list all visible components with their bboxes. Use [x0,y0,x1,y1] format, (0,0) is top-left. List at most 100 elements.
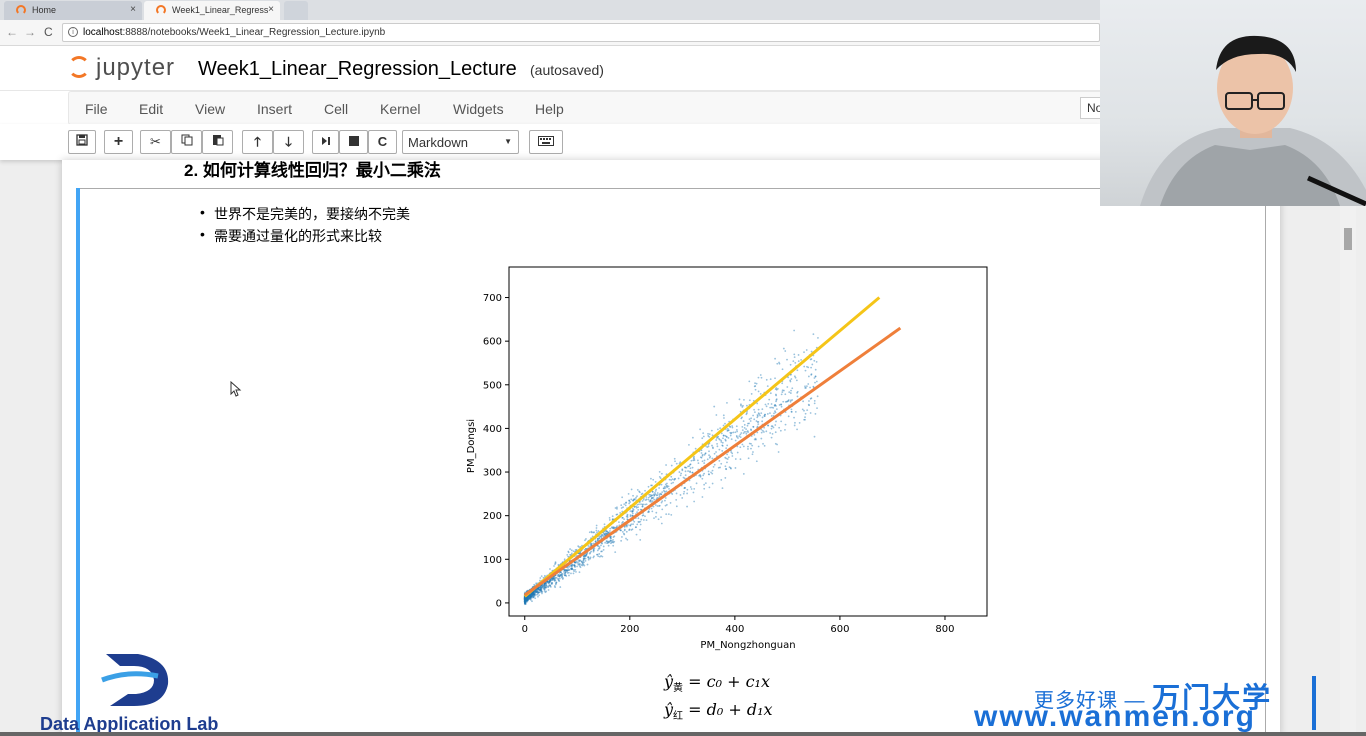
save-icon [76,134,88,146]
scatter-point [797,354,800,356]
scatter-point [525,599,528,601]
scatter-point [682,476,685,479]
close-icon[interactable]: × [268,4,274,15]
scatter-point [727,429,730,432]
page-scrollbar[interactable] [1340,206,1356,736]
save-button[interactable] [68,130,96,154]
scatter-point [658,493,661,496]
tab-home[interactable]: Home × [4,1,142,20]
scatter-point [530,595,533,598]
back-icon[interactable]: ← [6,25,18,39]
scatter-point [575,560,578,563]
scatter-point [543,588,546,591]
forward-icon[interactable]: → [24,25,36,39]
scatter-point [534,590,537,593]
scatter-point [583,548,586,551]
scatter-point [633,498,636,501]
scatter-point [632,499,635,502]
scatter-point [526,598,528,601]
copy-button[interactable] [171,130,202,154]
scatter-point [523,598,526,600]
restart-icon: C [377,134,388,149]
scatter-point [640,518,643,521]
scatter-point [554,562,557,565]
scatter-point [746,412,748,415]
scatter-point [570,552,573,555]
insert-cell-button[interactable]: + [104,130,133,154]
scatter-point [551,581,553,584]
scatter-point [598,537,601,540]
jupyter-logo-icon[interactable] [68,56,90,78]
scatter-point [528,597,531,599]
scatter-point [575,561,577,564]
scatter-point [674,477,676,480]
menu-cell[interactable]: Cell [324,101,349,117]
scatter-point [523,598,526,601]
scatter-point [552,577,555,580]
scatter-point [559,574,562,577]
scatter-point [526,599,529,601]
scatter-point [718,438,721,441]
scatter-point [660,516,662,518]
interrupt-button[interactable] [339,130,368,154]
move-down-button[interactable]: 🡓 [273,130,304,154]
scatter-point [580,564,583,566]
scatter-point [720,439,723,442]
paste-button[interactable] [202,130,233,154]
markdown-cell[interactable] [80,188,1266,736]
close-icon[interactable]: × [130,4,136,15]
url-input[interactable]: i localhost:8888/notebooks/Week1_Linear_… [62,23,1100,42]
scatter-point [566,572,569,574]
scatter-point [683,490,686,493]
scatter-point [524,598,527,601]
scatter-point [524,601,527,603]
scatter-point [654,491,656,494]
scatter-point [571,563,574,566]
scatter-point [524,602,527,605]
menu-help[interactable]: Help [535,101,564,117]
command-palette-button[interactable] [529,130,563,154]
menu-file[interactable]: File [85,101,108,117]
scatter-point [541,585,544,588]
cut-button[interactable]: ✂ [140,130,171,154]
reload-icon[interactable]: C [44,25,53,39]
menu-insert[interactable]: Insert [257,101,293,117]
scatter-point [716,443,718,445]
scatter-point [793,329,796,332]
scatter-point [803,365,806,368]
scatter-point [558,577,561,580]
scatter-point [542,586,545,589]
scatter-point [742,432,745,435]
notebook-title[interactable]: Week1_Linear_Regression_Lecture [198,58,517,80]
scatter-point [635,505,638,508]
paste-icon [212,135,223,146]
cell-type-select[interactable]: Markdown ▼ [402,130,519,154]
scatter-point [789,400,792,403]
move-up-button[interactable]: 🡑 [242,130,273,154]
menu-view[interactable]: View [195,101,226,117]
scatter-point [771,425,774,428]
menu-kernel[interactable]: Kernel [380,101,421,117]
scatter-point [717,466,720,469]
scatter-point [724,438,727,441]
menu-widgets[interactable]: Widgets [453,101,504,117]
info-icon[interactable]: i [68,27,78,37]
jupyter-logo-text[interactable]: jupyter [96,54,176,81]
scatter-point [538,594,540,597]
scatter-point [703,459,706,462]
scatter-point [543,585,546,588]
scatter-point [596,553,599,556]
scrollbar-thumb[interactable] [1344,228,1352,250]
scatter-point [701,460,704,463]
scatter-point [587,545,590,547]
scatter-point [780,393,783,396]
restart-button[interactable]: C [368,130,397,154]
scatter-point [523,597,526,600]
scatter-point [774,410,776,413]
tab-notebook[interactable]: Week1_Linear_Regress × [144,1,280,20]
new-tab-button[interactable] [284,1,308,20]
scatter-point [770,436,773,439]
scatter-point [547,581,550,584]
menu-edit[interactable]: Edit [139,101,164,117]
run-button[interactable] [312,130,339,154]
